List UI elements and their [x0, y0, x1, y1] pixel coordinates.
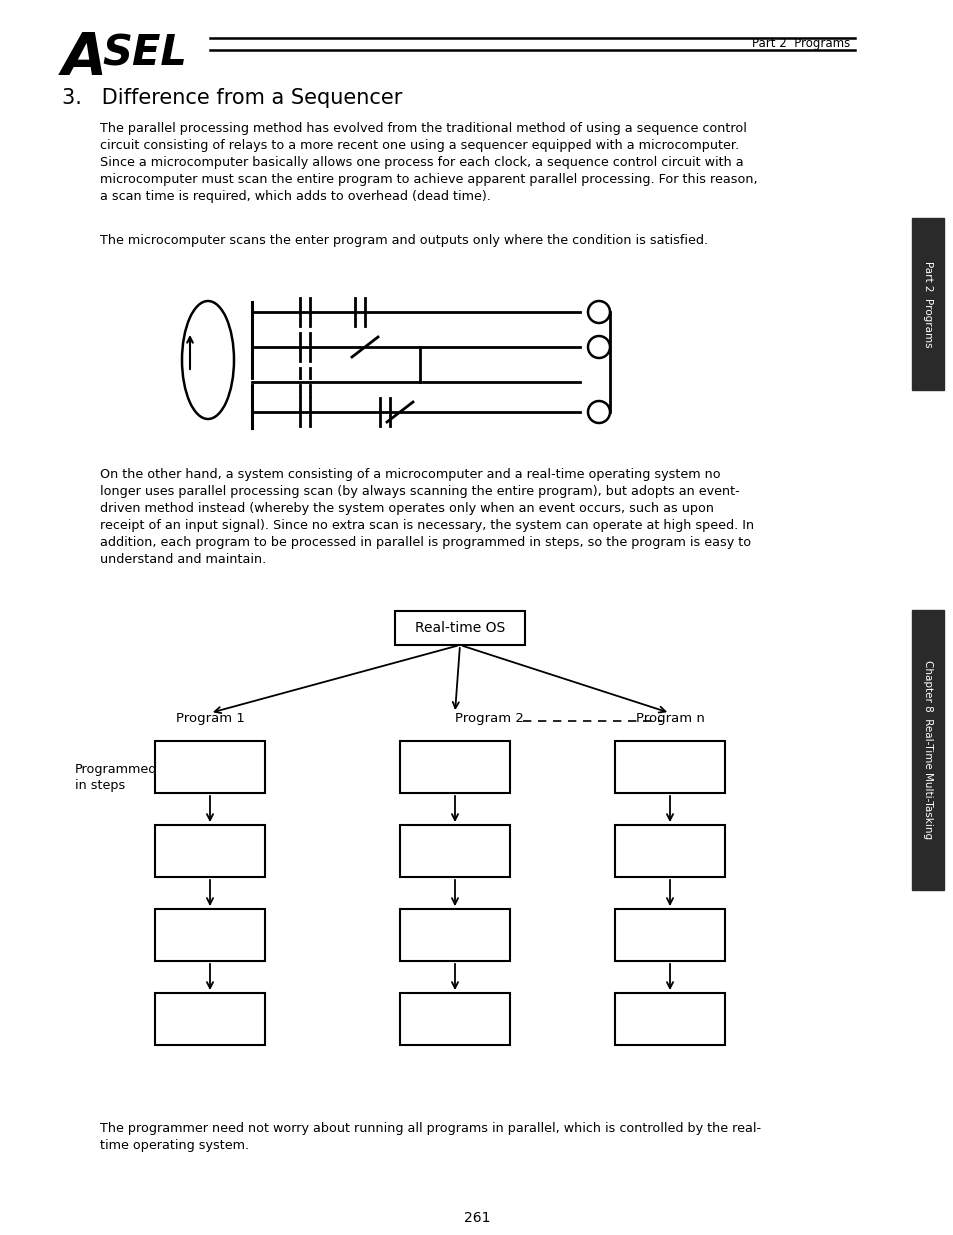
- Bar: [615, 993, 724, 1045]
- Bar: [154, 909, 265, 961]
- Text: A: A: [62, 30, 107, 86]
- Text: On the other hand, a system consisting of a microcomputer and a real-time operat: On the other hand, a system consisting o…: [100, 468, 753, 566]
- Text: Program 2: Program 2: [455, 713, 523, 725]
- Bar: [911, 219, 943, 390]
- Bar: [615, 909, 724, 961]
- Bar: [154, 741, 265, 793]
- Bar: [399, 909, 510, 961]
- Bar: [395, 611, 524, 645]
- Bar: [615, 825, 724, 877]
- Text: The programmer need not worry about running all programs in parallel, which is c: The programmer need not worry about runn…: [100, 1123, 760, 1152]
- Bar: [911, 610, 943, 890]
- Text: Program n: Program n: [635, 713, 703, 725]
- Text: Part 2  Programs: Part 2 Programs: [751, 37, 849, 49]
- Text: Real-time OS: Real-time OS: [415, 621, 504, 635]
- Text: Program 1: Program 1: [175, 713, 244, 725]
- Bar: [399, 741, 510, 793]
- Bar: [154, 825, 265, 877]
- Text: Part 2  Programs: Part 2 Programs: [923, 261, 932, 347]
- Bar: [399, 825, 510, 877]
- Bar: [399, 993, 510, 1045]
- Bar: [615, 741, 724, 793]
- Text: SEL: SEL: [102, 33, 187, 75]
- Text: Chapter 8  Real-Time Multi-Tasking: Chapter 8 Real-Time Multi-Tasking: [923, 661, 932, 840]
- Text: 261: 261: [463, 1212, 490, 1225]
- Text: The parallel processing method has evolved from the traditional method of using : The parallel processing method has evolv…: [100, 122, 757, 203]
- Text: The microcomputer scans the enter program and outputs only where the condition i: The microcomputer scans the enter progra…: [100, 233, 707, 247]
- Text: 3.   Difference from a Sequencer: 3. Difference from a Sequencer: [62, 88, 402, 107]
- Text: Programmed
in steps: Programmed in steps: [75, 763, 157, 792]
- Bar: [154, 993, 265, 1045]
